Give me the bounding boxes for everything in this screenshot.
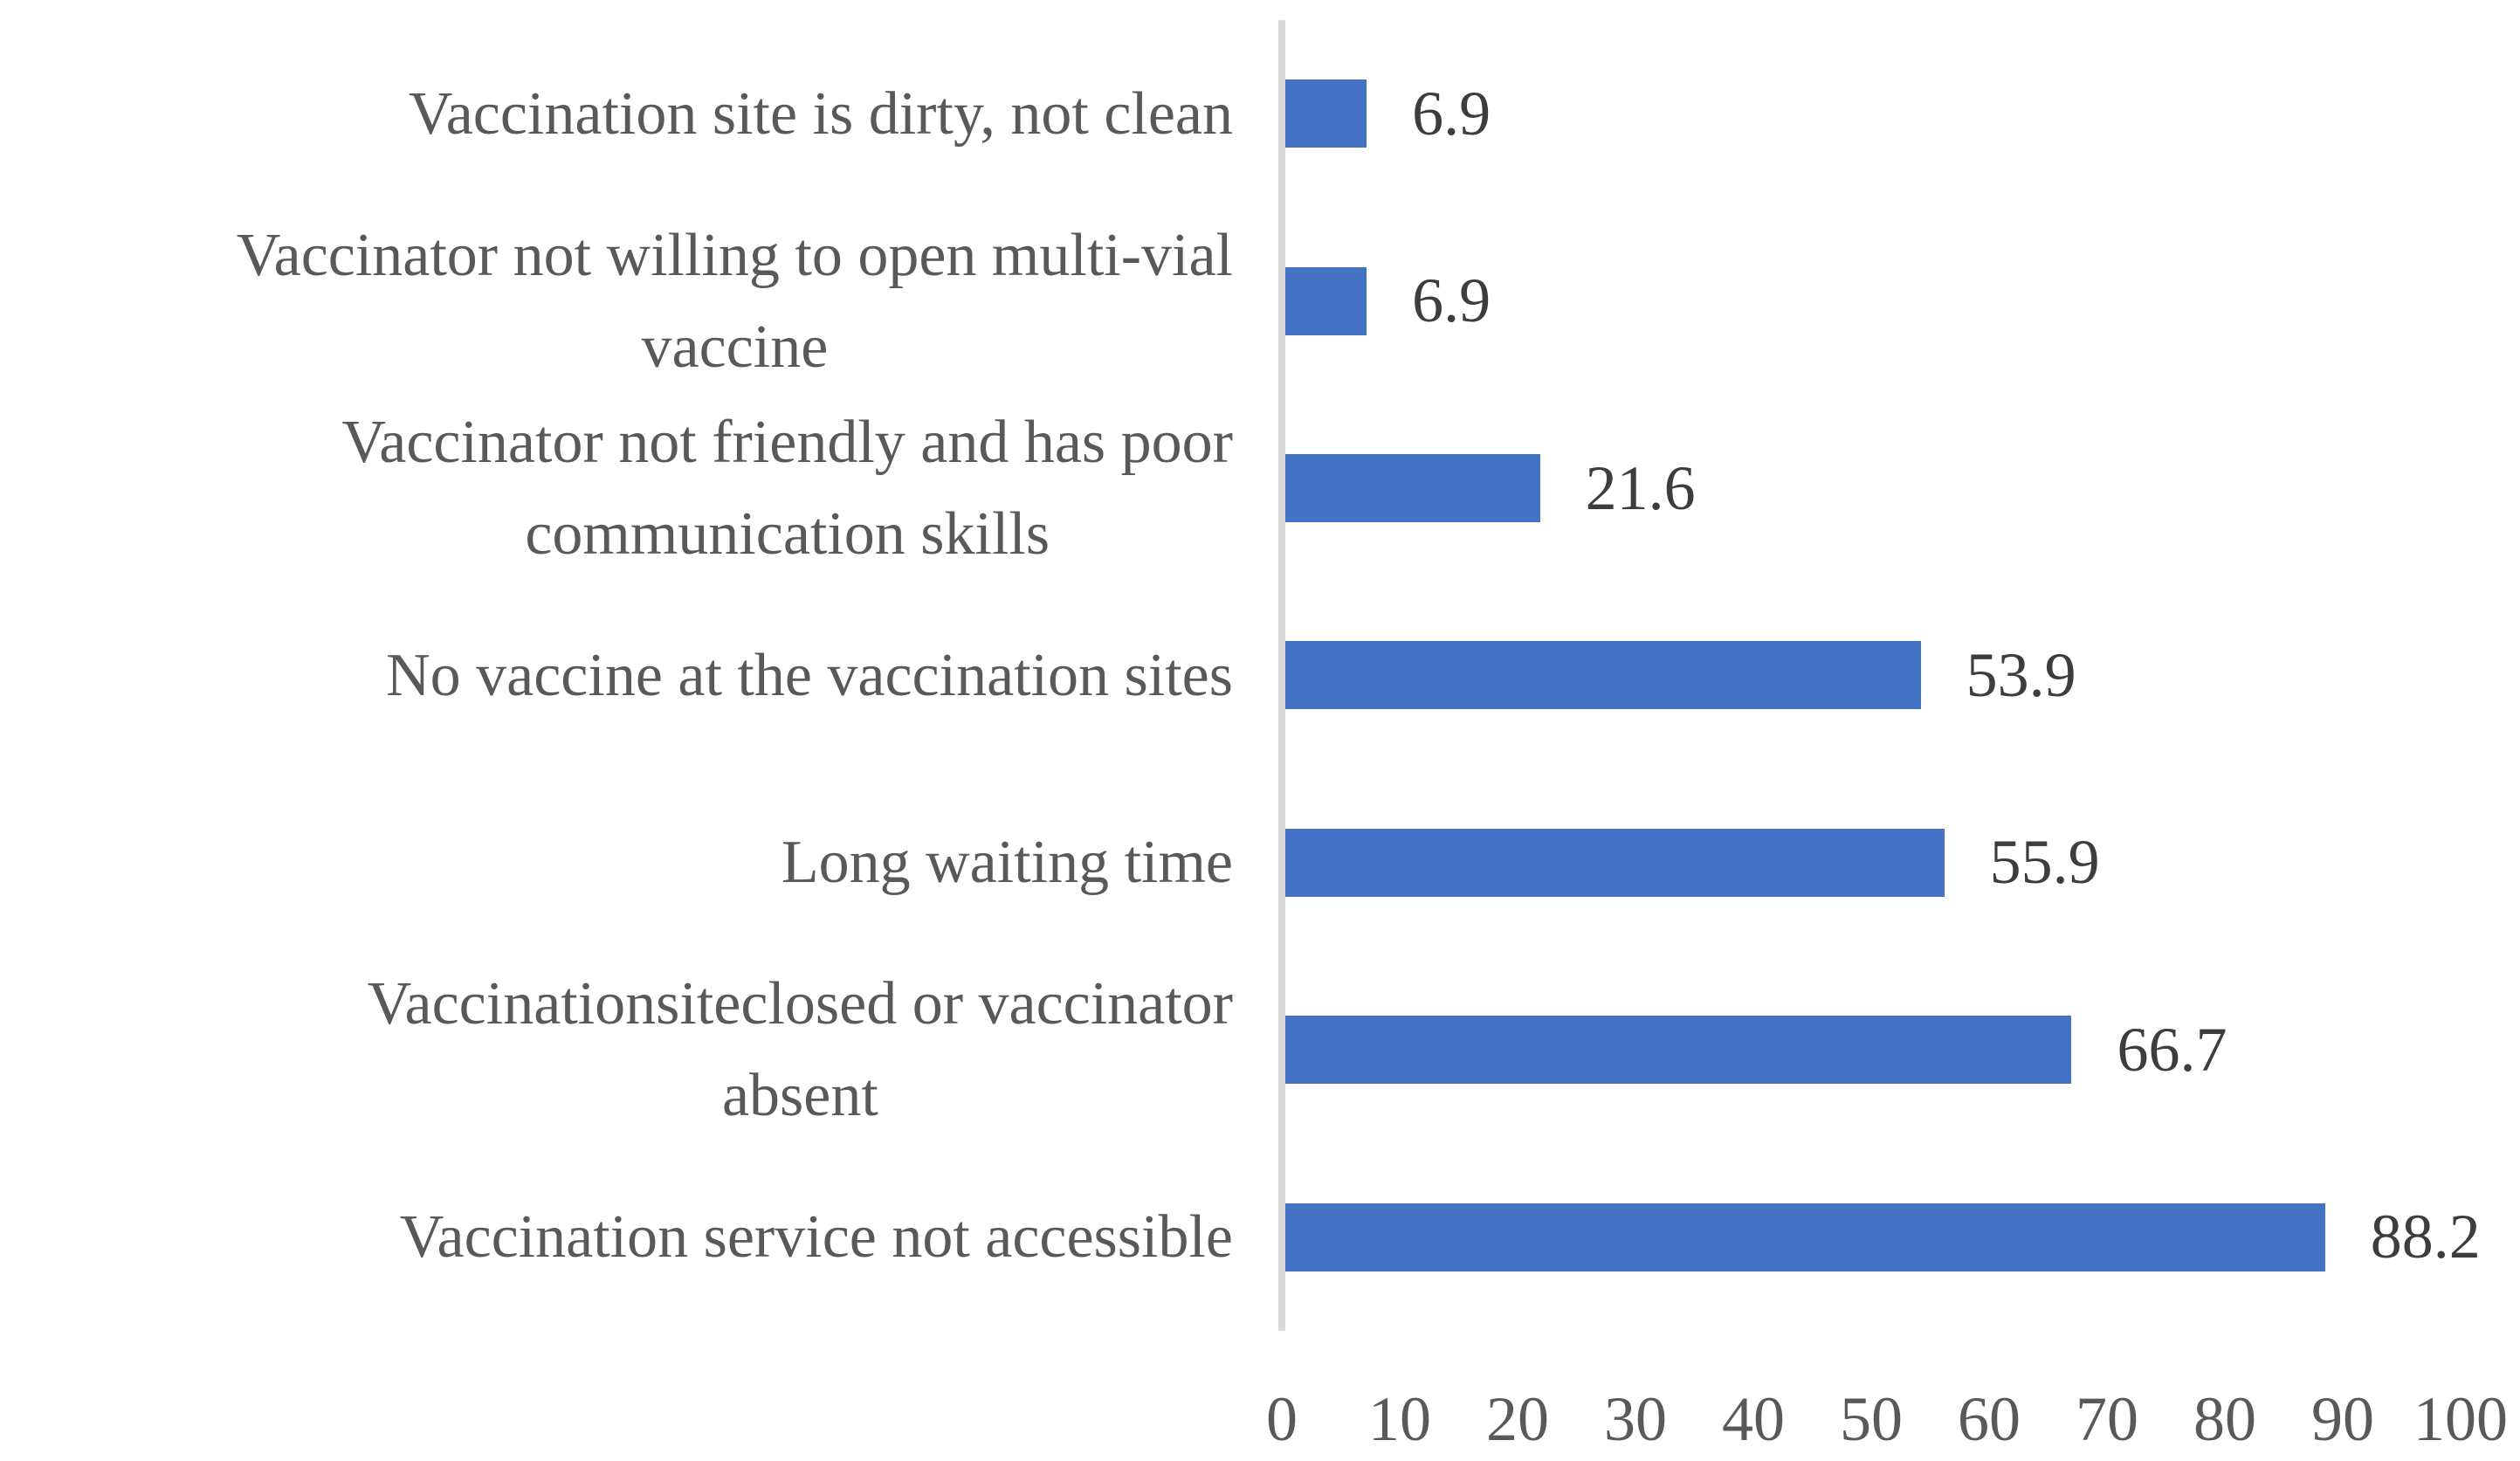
bar [1285,1016,2072,1085]
bar [1285,266,1367,335]
chart-row: Vaccinator not friendly and has poor com… [0,395,2520,582]
bar-cell: 21.6 [1285,395,1696,582]
category-label-cell: Long waiting time [0,769,1233,956]
x-axis-tick-label: 40 [1722,1384,1785,1454]
y-axis-line [1278,20,1285,1331]
bar [1285,1203,2325,1271]
bar-cell: 6.9 [1285,207,1491,394]
chart-row: Vaccinationsiteclosed or vaccinator abse… [0,956,2520,1143]
bar-cell: 6.9 [1285,20,1491,207]
chart-row: Vaccinator not willing to open multi-via… [0,207,2520,394]
category-label: Long waiting time [781,829,1233,897]
category-label-cell: Vaccination service not accessible [0,1144,1233,1331]
x-axis-tick-label: 90 [2311,1384,2374,1454]
category-label-cell: No vaccine at the vaccination sites [0,582,1233,768]
x-axis-tick-label: 20 [1486,1384,1549,1454]
category-label: Vaccination service not accessible [399,1203,1233,1271]
value-label: 53.9 [1966,639,2076,710]
chart-row: Vaccination service not accessible 88.2 [0,1144,2520,1331]
bar [1285,828,1945,897]
chart-row: Vaccination site is dirty, not clean 6.9 [0,20,2520,207]
x-axis-tick-label: 60 [1958,1384,2021,1454]
value-label: 6.9 [1412,265,1491,336]
bar [1285,641,1921,710]
category-label: No vaccine at the vaccination sites [386,641,1233,709]
value-label: 21.6 [1585,452,1696,523]
bar-cell: 66.7 [1285,956,2227,1143]
category-label: Vaccination site is dirty, not clean [408,79,1233,148]
x-axis-tick-label: 10 [1368,1384,1431,1454]
value-label: 88.2 [2370,1202,2481,1272]
category-label: Vaccinator not willing to open multi-via… [236,221,1233,381]
category-label-cell: Vaccination site is dirty, not clean [0,20,1233,207]
category-label: Vaccinationsiteclosed or vaccinator abse… [367,970,1233,1130]
bar-cell: 88.2 [1285,1144,2481,1331]
x-axis-tick-label: 80 [2193,1384,2256,1454]
category-label-cell: Vaccinator not willing to open multi-via… [0,207,1233,394]
x-axis-tick-label: 0 [1266,1384,1298,1454]
category-label-cell: Vaccinationsiteclosed or vaccinator abse… [0,956,1233,1143]
value-label: 66.7 [2117,1014,2227,1085]
bar-cell: 53.9 [1285,582,2076,768]
category-label: Vaccinator not friendly and has poor com… [341,409,1233,569]
x-axis-tick-label: 30 [1604,1384,1667,1454]
x-axis-tick-label: 100 [2413,1384,2508,1454]
chart-row: Long waiting time 55.9 [0,769,2520,956]
x-axis-tick-label: 50 [1840,1384,1903,1454]
value-label: 6.9 [1412,78,1491,148]
bar-cell: 55.9 [1285,769,2100,956]
bar [1285,454,1540,523]
x-axis-tick-label: 70 [2076,1384,2138,1454]
value-label: 55.9 [1989,827,2100,898]
category-label-cell: Vaccinator not friendly and has poor com… [0,395,1233,582]
chart-row: No vaccine at the vaccination sites 53.9 [0,582,2520,768]
bar [1285,79,1367,148]
